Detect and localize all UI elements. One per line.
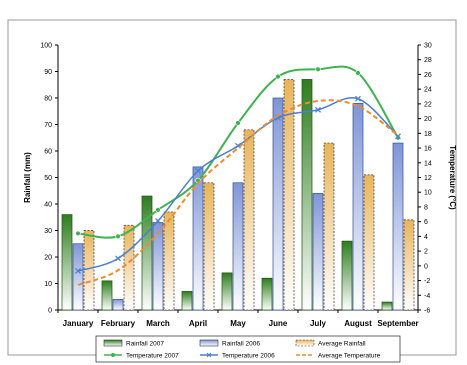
temperature-2007-marker <box>75 230 81 237</box>
rainfall-2006-bar <box>392 142 404 311</box>
category-label: April <box>189 319 207 328</box>
temperature-2006-marker <box>75 268 81 274</box>
right-tick-label: 16 <box>424 146 432 153</box>
rainfall-2006-bar <box>192 166 204 311</box>
rainfall-2007-bar <box>101 280 113 311</box>
temperature-2006-marker <box>355 95 361 102</box>
left-tick-label: 40 <box>44 202 52 209</box>
legend-box <box>95 335 401 363</box>
category-label: February <box>101 319 136 328</box>
rainfall-2007-bar <box>181 291 193 311</box>
rainfall-2006-bar <box>352 102 364 311</box>
rainfall-2006-bar <box>72 243 84 311</box>
category-label: March <box>146 319 170 328</box>
temperature-2006-marker <box>115 255 121 262</box>
right-tick-label: 30 <box>424 43 432 50</box>
left-tick-label: 10 <box>44 281 52 288</box>
rainfall-2006-bar <box>312 193 324 311</box>
category-label: July <box>310 319 327 328</box>
average-rainfall-bar <box>323 142 335 311</box>
temperature-2007-marker <box>155 207 161 213</box>
right-tick-label: -2 <box>424 278 430 285</box>
rainfall-2007-bar <box>141 195 153 311</box>
temperature-2006-legend-marker <box>206 352 212 358</box>
average-rainfall-bar <box>243 129 255 311</box>
temperature-2007-marker <box>115 233 121 240</box>
left-tick-label: 30 <box>44 228 52 235</box>
right-tick-label: 2 <box>424 249 428 256</box>
average-rainfall-bar-legend-swatch <box>295 339 315 347</box>
right-tick-label: 20 <box>424 116 432 123</box>
category-label: September <box>377 319 418 328</box>
temperature-2007-legend-label: Temperature 2007 <box>126 353 179 360</box>
left-tick-label: 100 <box>40 43 52 50</box>
left-tick-label: 70 <box>44 122 52 129</box>
rainfall-2006-bar <box>232 182 244 311</box>
average-rainfall-bar <box>403 219 415 311</box>
right-tick-label: 6 <box>424 219 428 226</box>
rainfall-2006-bar <box>272 97 284 311</box>
temperature-2007-legend-marker <box>111 353 115 357</box>
rainfall-2007-bar <box>301 79 313 311</box>
right-tick-label: -6 <box>424 308 430 315</box>
rainfall-2006-bar <box>152 222 164 311</box>
left-tick-label: 90 <box>44 69 52 76</box>
category-label: January <box>63 319 94 328</box>
right-tick-label: 26 <box>424 72 432 79</box>
right-tick-label: 24 <box>424 87 432 94</box>
average-rainfall-bar <box>363 174 375 311</box>
y-axis-title: Rainfall (mm) <box>23 152 32 203</box>
right-tick-label: 18 <box>424 131 432 138</box>
left-tick-label: 50 <box>44 175 52 182</box>
category-label: August <box>344 319 372 328</box>
rainfall-2006-bar <box>112 299 124 311</box>
temperature-2006-marker <box>195 167 201 174</box>
temperature-2007-marker <box>355 70 361 76</box>
average-rainfall-bar <box>83 230 95 311</box>
rainfall-2006-bar-legend-label: Rainfall 2006 <box>222 341 260 348</box>
right-tick-label: 0 <box>424 263 428 270</box>
temperature-2007-marker <box>235 120 241 126</box>
temperature-2007-marker <box>315 66 321 72</box>
temperature-2006-marker <box>155 218 161 224</box>
rainfall-2007-bar-legend-swatch <box>103 339 123 347</box>
right-tick-label: 22 <box>424 101 432 108</box>
rainfall-2007-bar-legend-label: Rainfall 2007 <box>126 341 164 348</box>
rainfall-2007-bar <box>221 272 233 311</box>
average-rainfall-bar <box>283 79 295 311</box>
right-tick-label: 28 <box>424 57 432 64</box>
average-rainfall-bar <box>203 182 215 311</box>
right-tick-label: 12 <box>424 175 432 182</box>
left-tick-label: 0 <box>48 308 52 315</box>
rainfall-2007-bar <box>61 214 73 311</box>
y2-axis-title: Temperature (°C) <box>448 145 457 210</box>
right-tick-label: 10 <box>424 190 432 197</box>
temperature-2006-marker <box>395 133 401 140</box>
left-tick-label: 80 <box>44 96 52 103</box>
left-tick-label: 60 <box>44 149 52 156</box>
right-tick-label: 14 <box>424 160 432 167</box>
rainfall-2007-bar <box>341 240 353 311</box>
category-label: June <box>269 319 288 328</box>
temperature-2007-marker <box>275 73 281 80</box>
temperature-2006-legend-label: Temperature 2006 <box>222 353 275 360</box>
right-tick-label: 4 <box>424 234 428 241</box>
average-rainfall-bar <box>163 211 175 311</box>
average-temperature-legend-label: Average Temperature <box>318 353 381 360</box>
average-rainfall-bar <box>123 224 135 311</box>
rainfall-2006-bar-legend-swatch <box>199 339 219 347</box>
average-temperature-line <box>77 99 399 286</box>
left-tick-label: 20 <box>44 255 52 262</box>
average-rainfall-bar-legend-label: Average Rainfall <box>318 341 366 348</box>
rainfall-2007-bar <box>381 301 393 311</box>
category-label: May <box>230 319 246 328</box>
temperature-2006-marker <box>315 106 321 113</box>
right-tick-label: -4 <box>424 293 430 300</box>
right-tick-label: 8 <box>424 204 428 211</box>
rainfall-2007-bar <box>261 277 273 311</box>
